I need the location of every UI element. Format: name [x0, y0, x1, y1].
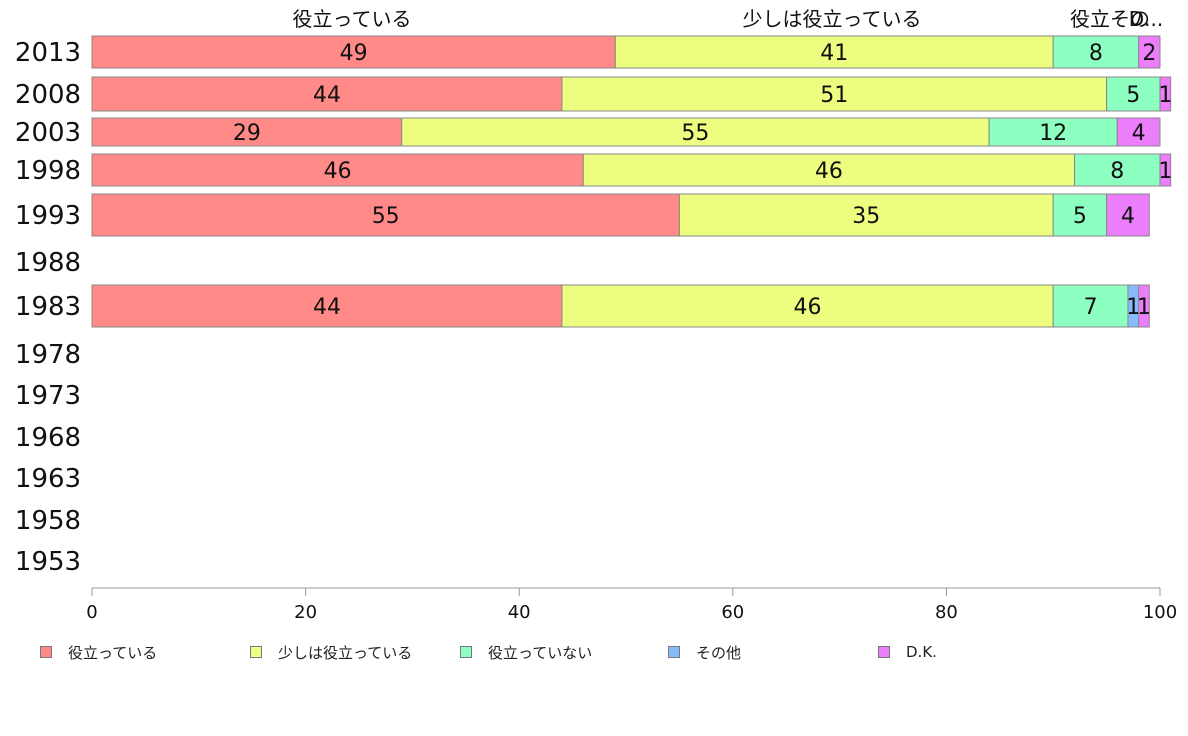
top-series-label: 役立っている — [293, 7, 412, 31]
category-label: 1968 — [15, 423, 81, 453]
bar-value-label: 4 — [1132, 121, 1146, 146]
stacked-bar-chart: 役立っている 少しは役立っている 役立そのD...20132008200319981… — [15, 7, 1177, 623]
bar-segment — [91, 153, 584, 187]
category-label: 1958 — [15, 506, 81, 536]
bar-value-label: 41 — [820, 41, 848, 66]
bar-value-label: 1 — [1137, 295, 1151, 320]
bar-segment — [561, 76, 1108, 112]
category-label: 2013 — [15, 38, 81, 68]
legend-swatch — [40, 646, 52, 658]
bar-value-label: 46 — [815, 159, 843, 184]
x-tick-label: 40 — [508, 602, 531, 623]
x-tick-label: 80 — [935, 602, 958, 623]
bar-segment — [91, 76, 563, 112]
x-tick-label: 0 — [86, 602, 97, 623]
category-label: 1953 — [15, 547, 81, 577]
bar-value-label: 46 — [794, 295, 822, 320]
bar-segment — [91, 35, 616, 69]
bar-segment — [1159, 153, 1172, 187]
legend-label: 少しは役立っている — [278, 643, 413, 662]
bar-value-label: 7 — [1084, 295, 1098, 320]
bar-value-label: 46 — [324, 159, 352, 184]
category-label: 1988 — [15, 248, 81, 278]
bar-segment — [91, 117, 403, 147]
legend-label: その他 — [696, 643, 742, 662]
bar-segment — [1159, 76, 1172, 112]
category-label: 1973 — [15, 381, 81, 411]
bar-value-label: 44 — [313, 83, 341, 108]
bar-value-label: 1 — [1126, 295, 1140, 320]
top-series-label: 役立その — [1070, 7, 1150, 31]
bar-value-label: 1 — [1158, 159, 1172, 184]
top-series-label: 少しは役立っている — [743, 7, 922, 31]
bar-value-label: 35 — [852, 204, 880, 229]
bar-segment — [91, 193, 680, 237]
bar-segment — [1052, 284, 1129, 328]
category-label: 2003 — [15, 118, 81, 148]
bar-segment — [1106, 76, 1161, 112]
bar-segment — [1052, 35, 1140, 69]
bar-segment — [91, 284, 563, 328]
legend-item: その他 — [668, 640, 741, 664]
category-label: 1963 — [15, 464, 81, 494]
legend-swatch — [250, 646, 262, 658]
bar-value-label: 1 — [1158, 83, 1172, 108]
bar-value-label: 8 — [1110, 159, 1124, 184]
legend-swatch — [460, 646, 472, 658]
legend-swatch — [878, 646, 890, 658]
bar-segment — [582, 153, 1076, 187]
legend-item: D.K. — [878, 640, 937, 664]
bar-value-label: 12 — [1039, 121, 1067, 146]
bar-value-label: 2 — [1142, 41, 1156, 66]
category-label: 1978 — [15, 340, 81, 370]
bar-segment — [1116, 117, 1161, 147]
x-tick-label: 60 — [721, 602, 744, 623]
bar-segment — [561, 284, 1054, 328]
legend-item: 少しは役立っている — [250, 640, 412, 664]
bar-value-label: 29 — [233, 121, 261, 146]
legend-label: D.K. — [906, 643, 937, 661]
bar-value-label: 51 — [820, 83, 848, 108]
top-series-label: D... — [1129, 7, 1163, 31]
x-tick-label: 100 — [1143, 602, 1177, 623]
legend-swatch — [668, 646, 680, 658]
bar-value-label: 55 — [681, 121, 709, 146]
bar-segment — [614, 35, 1054, 69]
legend: 役立っている 少しは役立っている 役立っていない その他 D.K. — [0, 640, 1188, 664]
legend-item: 役立っている — [40, 640, 157, 664]
bar-segment — [1138, 35, 1161, 69]
legend-label: 役立っていない — [488, 643, 593, 662]
bar-segment — [401, 117, 990, 147]
category-label: 1993 — [15, 201, 81, 231]
bar-segment — [1052, 193, 1108, 237]
category-label: 2008 — [15, 80, 81, 110]
bar-value-label: 8 — [1089, 41, 1103, 66]
bar-segment — [1106, 193, 1150, 237]
x-tick-label: 20 — [294, 602, 317, 623]
bar-segment — [678, 193, 1054, 237]
bar-value-label: 5 — [1126, 83, 1140, 108]
category-label: 1983 — [15, 292, 81, 322]
bar-value-label: 55 — [372, 204, 400, 229]
bar-value-label: 4 — [1121, 204, 1135, 229]
legend-item: 役立っていない — [460, 640, 592, 664]
bar-value-label: 44 — [313, 295, 341, 320]
bar-segment — [1138, 284, 1150, 328]
legend-label: 役立っている — [68, 643, 158, 662]
category-label: 1998 — [15, 156, 81, 186]
bar-value-label: 49 — [340, 41, 368, 66]
bar-value-label: 5 — [1073, 204, 1087, 229]
